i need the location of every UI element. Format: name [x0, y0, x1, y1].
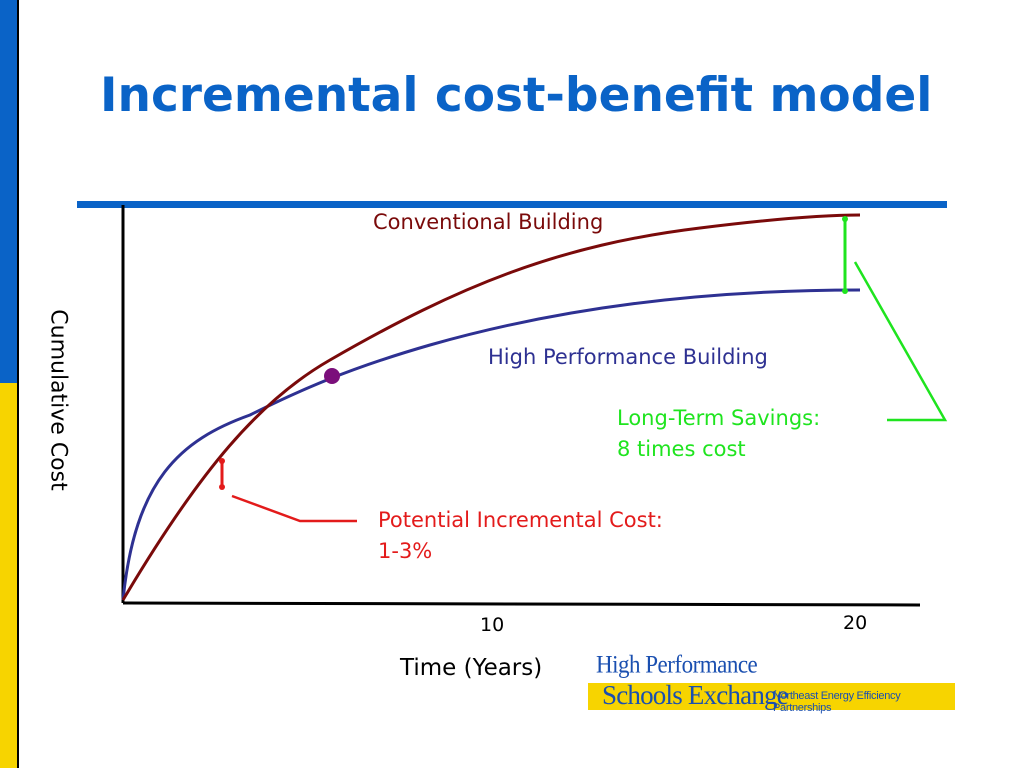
series-line-conventional: [121, 213, 861, 601]
x-tick-label-10: 10: [480, 614, 505, 636]
incremental-cost-bracket: [219, 458, 225, 490]
logo-text-neep: Northeast Energy Efficiency Partnerships: [773, 690, 901, 714]
incremental-cost-label-line1: Potential Incremental Cost:: [378, 508, 663, 532]
incremental-cost-label-line2: 1-3%: [378, 539, 433, 563]
left-accent-bar-yellow: [0, 383, 17, 768]
y-axis-label: Cumulative Cost: [45, 309, 71, 491]
x-tick-label-20: 20: [843, 612, 868, 634]
x-axis: [122, 601, 921, 607]
x-axis-label: Time (Years): [400, 655, 543, 681]
series-line-high-performance: [121, 288, 861, 601]
title-underline-rule: [77, 201, 947, 208]
series-label-conventional: Conventional Building: [373, 210, 604, 234]
savings-bracket: [842, 216, 848, 294]
slide-title: Incremental cost-benefit model: [100, 68, 933, 123]
series-label-high-performance: High Performance Building: [488, 345, 768, 369]
left-accent-divider: [17, 0, 19, 768]
savings-label-line2: 8 times cost: [617, 437, 746, 461]
incremental-cost-pointer: [231, 494, 357, 523]
schools-exchange-logo: High Performance Schools Exchange Northe…: [588, 650, 958, 714]
savings-pointer: [853, 261, 948, 422]
left-accent-bar-blue: [0, 0, 17, 383]
logo-yellow-band: [588, 683, 955, 710]
logo-text-high-performance: High Performance: [596, 650, 758, 679]
breakeven-marker: [324, 368, 340, 384]
savings-label-line1: Long-Term Savings:: [617, 406, 821, 430]
logo-text-schools-exchange: Schools Exchange: [602, 680, 789, 710]
